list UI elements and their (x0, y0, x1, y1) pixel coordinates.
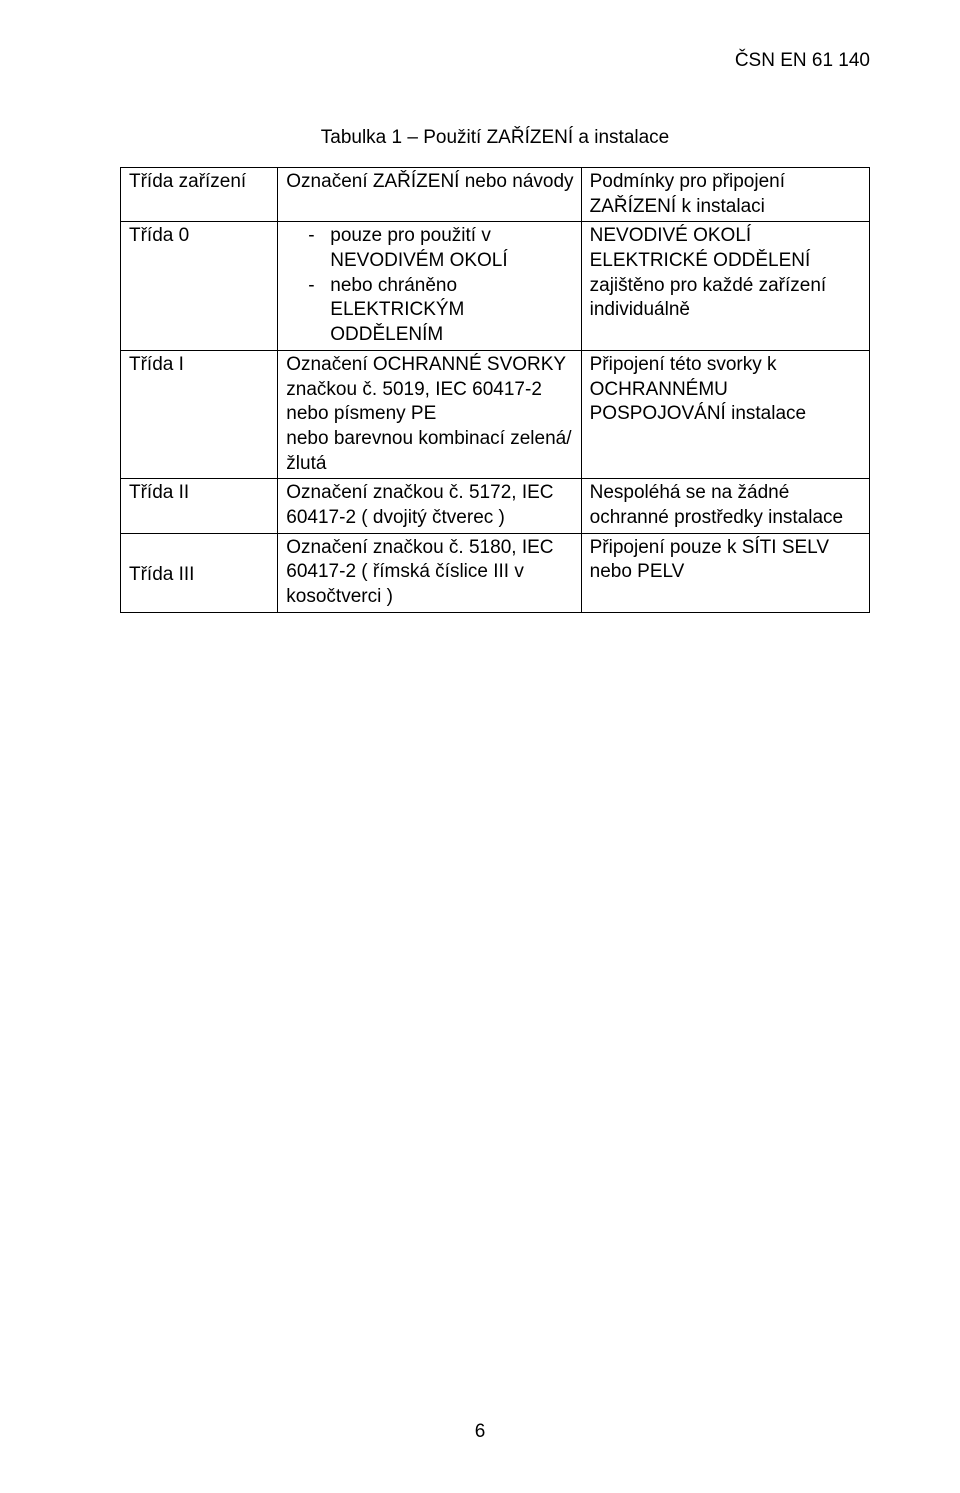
class-marking: Označení OCHRANNÉ SVORKY značkou č. 5019… (278, 350, 581, 478)
class-label: Třída III (121, 533, 278, 612)
bullet-text: pouze pro použití v NEVODIVÉM OKOLÍ (330, 224, 574, 273)
document-code: ČSN EN 61 140 (120, 50, 870, 72)
equipment-classes-table: Třída zařízení Označení ZAŘÍZENÍ nebo ná… (120, 167, 870, 613)
header-marking: Označení ZAŘÍZENÍ nebo návody (278, 168, 581, 222)
class-marking: Označení značkou č. 5172, IEC 60417-2 ( … (278, 479, 581, 533)
table-row: Třída II Označení značkou č. 5172, IEC 6… (121, 479, 870, 533)
bullet-dash-icon: - (308, 224, 330, 249)
marking-text: Označení OCHRANNÉ SVORKY značkou č. 5019… (286, 353, 574, 427)
class-marking: Označení značkou č. 5180, IEC 60417-2 ( … (278, 533, 581, 612)
class-label: Třída II (121, 479, 278, 533)
table-header-row: Třída zařízení Označení ZAŘÍZENÍ nebo ná… (121, 168, 870, 222)
class-conditions: Připojení pouze k SÍTI SELV nebo PELV (581, 533, 869, 612)
page: ČSN EN 61 140 Tabulka 1 – Použití ZAŘÍZE… (0, 0, 960, 1493)
class-conditions: Připojení této svorky k OCHRANNÉMU POSPO… (581, 350, 869, 478)
class-conditions: Nespoléhá se na žádné ochranné prostředk… (581, 479, 869, 533)
page-number: 6 (0, 1421, 960, 1443)
class-conditions: NEVODIVÉ OKOLÍ ELEKTRICKÉ ODDĚLENÍ zajiš… (581, 222, 869, 350)
header-class: Třída zařízení (121, 168, 278, 222)
table-row: Třída 0 - pouze pro použití v NEVODIVÉM … (121, 222, 870, 350)
table-row: Třída III Označení značkou č. 5180, IEC … (121, 533, 870, 612)
table-title: Tabulka 1 – Použití ZAŘÍZENÍ a instalace (120, 127, 870, 149)
class-marking: - pouze pro použití v NEVODIVÉM OKOLÍ - … (278, 222, 581, 350)
bullet-text: nebo chráněno ELEKTRICKÝM ODDĚLENÍM (330, 274, 574, 348)
condition-line: ELEKTRICKÉ ODDĚLENÍ zajištěno pro každé … (590, 249, 863, 323)
header-conditions: Podmínky pro připojení ZAŘÍZENÍ k instal… (581, 168, 869, 222)
bullet-dash-icon: - (308, 274, 330, 299)
marking-text: nebo barevnou kombinací zelená/žlutá (286, 427, 574, 476)
class-label: Třída I (121, 350, 278, 478)
condition-line: NEVODIVÉ OKOLÍ (590, 224, 863, 249)
class-label: Třída 0 (121, 222, 278, 350)
table-row: Třída I Označení OCHRANNÉ SVORKY značkou… (121, 350, 870, 478)
